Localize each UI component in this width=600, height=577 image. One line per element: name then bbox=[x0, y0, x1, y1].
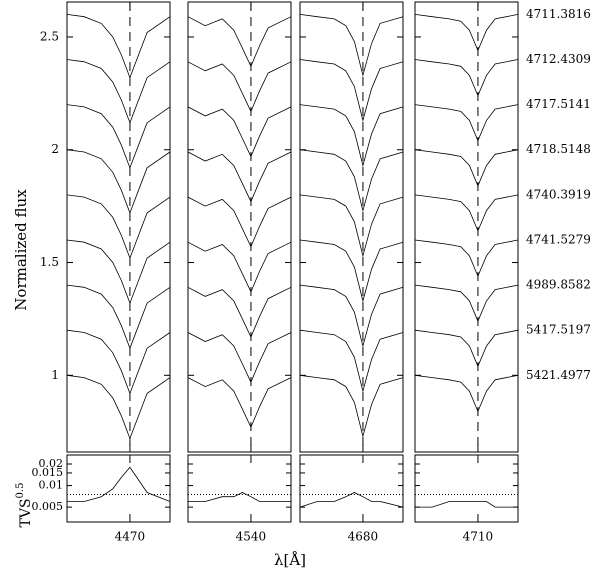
tvs-y-tick-label: 0.005 bbox=[32, 500, 64, 513]
panel-frame bbox=[299, 1, 404, 453]
spectrum bbox=[414, 239, 519, 278]
spectrum bbox=[187, 241, 292, 293]
x-tick-label: 4710 bbox=[463, 530, 494, 544]
spectrum bbox=[414, 59, 519, 97]
spectrum bbox=[66, 239, 171, 305]
tvs-y-tick-label: 0.02 bbox=[39, 457, 64, 470]
spectrum bbox=[187, 106, 292, 158]
spectrum bbox=[414, 284, 519, 323]
spectrum bbox=[187, 332, 292, 384]
tvs-curve bbox=[299, 492, 404, 508]
tvs-curve bbox=[67, 466, 171, 502]
spectrum bbox=[299, 329, 404, 393]
y-axis-label: Normalized flux bbox=[12, 189, 30, 311]
spectrum bbox=[299, 284, 404, 348]
tvs-panel-frame bbox=[299, 454, 404, 523]
spectrum bbox=[414, 329, 519, 368]
spectrum bbox=[66, 194, 171, 260]
epoch-label: 4717.5141 bbox=[526, 97, 591, 111]
tvs-y-tick-label: 0.015 bbox=[32, 466, 64, 479]
epoch-label: 5417.5197 bbox=[526, 323, 591, 337]
spectrum bbox=[414, 14, 519, 52]
spectrum bbox=[66, 14, 171, 79]
tvs-panel-frame bbox=[66, 454, 171, 523]
panel-frame bbox=[66, 1, 171, 453]
spectrum bbox=[66, 329, 171, 395]
spectrum bbox=[299, 104, 404, 168]
epoch-label: 4740.3919 bbox=[526, 187, 591, 201]
y-tick-label: 1.5 bbox=[40, 255, 59, 269]
spectrum bbox=[187, 286, 292, 338]
panel-frame bbox=[187, 1, 292, 453]
epoch-label: 5421.4977 bbox=[526, 368, 591, 382]
spectrum bbox=[299, 59, 404, 122]
panel-frame bbox=[414, 1, 519, 453]
spectrum bbox=[414, 149, 519, 187]
y-tick-label: 1 bbox=[51, 368, 59, 382]
spectrum bbox=[66, 284, 171, 350]
tvs-panel-frame bbox=[187, 454, 292, 523]
tvs-panel-frame bbox=[414, 454, 519, 523]
spectrum bbox=[187, 196, 292, 248]
epoch-label: 4711.3816 bbox=[526, 7, 591, 21]
spectrum bbox=[299, 239, 404, 303]
tvs-curve bbox=[415, 501, 518, 508]
spectrum bbox=[299, 14, 404, 77]
epoch-label: 4712.4309 bbox=[526, 52, 591, 66]
tvs-curve bbox=[188, 492, 291, 502]
y-tick-label: 2.5 bbox=[40, 29, 59, 43]
x-tick-label: 4680 bbox=[348, 530, 379, 544]
x-tick-label: 4470 bbox=[115, 530, 146, 544]
x-axis-label: λ[Å] bbox=[274, 551, 306, 569]
spectrum bbox=[414, 374, 519, 413]
tvs-label-exponent: 0.5 bbox=[15, 483, 26, 499]
spectrum bbox=[66, 104, 171, 169]
epoch-label: 4718.5148 bbox=[526, 142, 591, 156]
spectrum bbox=[66, 374, 171, 440]
tvs-y-tick-label: 0.01 bbox=[39, 479, 64, 492]
y-tick-label: 2 bbox=[51, 142, 59, 156]
spectrum bbox=[187, 16, 292, 68]
spectrum bbox=[66, 149, 171, 215]
spectrum bbox=[414, 104, 519, 142]
spectrum bbox=[187, 151, 292, 203]
spectrum bbox=[299, 149, 404, 213]
spectrum bbox=[187, 377, 292, 429]
epoch-label: 4989.8582 bbox=[526, 278, 591, 292]
x-tick-label: 4540 bbox=[236, 530, 267, 544]
tvs-axis-label: TVS0.5 bbox=[15, 483, 35, 528]
spectrum bbox=[414, 194, 519, 232]
epoch-label: 4741.5279 bbox=[526, 232, 591, 246]
tvs-label-base: TVS bbox=[18, 498, 34, 527]
spectrum bbox=[66, 59, 171, 124]
spectrum bbox=[299, 194, 404, 258]
spectrum bbox=[299, 374, 404, 438]
spectrum bbox=[187, 61, 292, 113]
